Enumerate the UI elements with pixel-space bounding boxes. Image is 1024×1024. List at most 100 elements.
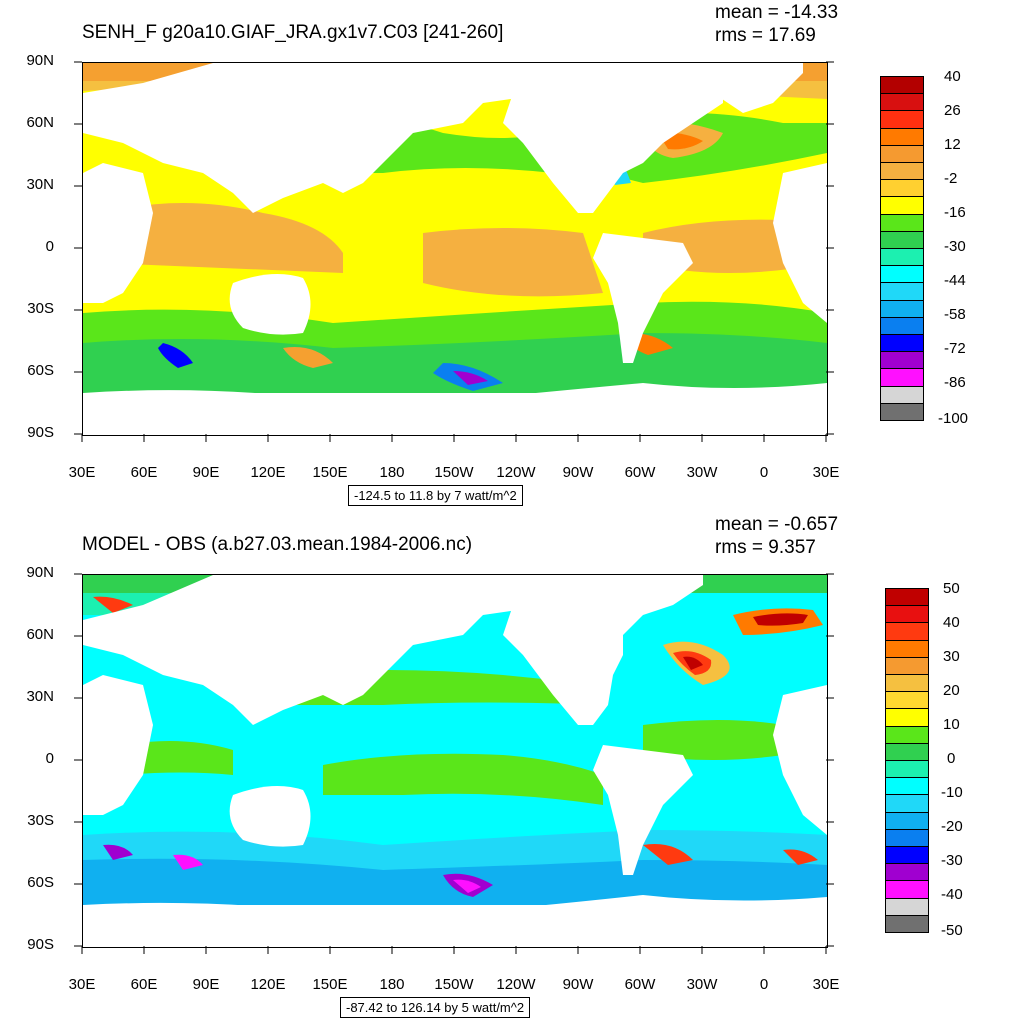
- lon-label: 90E: [192, 976, 220, 993]
- lon-label: 90W: [562, 464, 594, 481]
- lat-label-60s: 60S: [27, 362, 54, 379]
- lon-label: 180: [379, 976, 405, 993]
- mean-value: mean = -0.657: [715, 514, 839, 535]
- colorbar-label: 26: [944, 102, 961, 119]
- colorbar-swatch: [880, 213, 924, 232]
- lon-label: 120E: [250, 976, 286, 993]
- colorbar-swatch: [880, 334, 924, 353]
- colorbar-label: -72: [944, 340, 966, 357]
- colorbar-label: -86: [944, 374, 966, 391]
- colorbar-label: 30: [943, 648, 960, 665]
- colorbar-label: -100: [938, 410, 969, 427]
- colorbar-label: 0: [947, 750, 956, 767]
- colorbar-swatch: [880, 299, 924, 318]
- colorbar-swatch: [885, 691, 929, 710]
- lon-label: 180: [379, 464, 405, 481]
- colorbar-swatch: [885, 708, 929, 727]
- colorbar-swatch: [880, 402, 924, 421]
- colorbar-swatch: [880, 265, 924, 284]
- lon-label: 60E: [130, 464, 158, 481]
- colorbar-swatch: [880, 248, 924, 267]
- lon-label: 120W: [496, 976, 536, 993]
- colorbar-swatch: [885, 863, 929, 882]
- axis-ticks: [74, 61, 834, 442]
- lon-label: 90W: [562, 976, 594, 993]
- colorbar-swatch: [885, 622, 929, 641]
- colorbar-swatch: [880, 351, 924, 370]
- lon-label: 150W: [434, 976, 474, 993]
- colorbar-swatch: [885, 846, 929, 865]
- lon-label: 60E: [130, 976, 158, 993]
- panel-title: SENH_F g20a10.GIAF_JRA.gx1v7.C03 [241-26…: [82, 22, 504, 43]
- colorbar-swatch: [885, 674, 929, 693]
- lon-label: 150E: [312, 464, 348, 481]
- colorbar-swatch: [885, 639, 929, 658]
- colorbar-label: -2: [944, 170, 958, 187]
- lat-label-30n: 30N: [26, 176, 54, 193]
- colorbar-swatch: [880, 144, 924, 163]
- colorbar-swatch: [880, 196, 924, 215]
- rms-value: rms = 17.69: [715, 25, 816, 46]
- map-plot: [82, 62, 828, 436]
- colorbar-swatch: [880, 368, 924, 387]
- colorbar-swatch: [880, 162, 924, 181]
- lat-label-60s: 60S: [27, 874, 54, 891]
- colorbar-swatch: [880, 110, 924, 129]
- colorbar-swatch: [885, 880, 929, 899]
- lon-label: 0: [759, 464, 769, 481]
- colorbar-label: -40: [941, 886, 963, 903]
- top-panel: SENH_F g20a10.GIAF_JRA.gx1v7.C03 [241-26…: [26, 2, 1020, 506]
- colorbar-swatch: [880, 76, 924, 95]
- lat-label-90n: 90N: [26, 564, 54, 581]
- contour-range-label: -124.5 to 11.8 by 7 watt/m^2: [348, 485, 523, 506]
- colorbar-swatch: [885, 811, 929, 830]
- lat-label-90n: 90N: [26, 52, 54, 69]
- colorbar-label: 50: [943, 580, 960, 597]
- colorbar-swatch: [885, 914, 929, 933]
- colorbar-label: -16: [944, 204, 966, 221]
- lat-label-60n: 60N: [26, 114, 54, 131]
- colorbar-swatch: [880, 316, 924, 335]
- lon-label: 30E: [812, 464, 840, 481]
- colorbar: 50 40 30 20 10 0 -10 -20 -30 -40 -50: [885, 580, 1020, 939]
- lon-label: 60W: [624, 976, 656, 993]
- lon-label: 120W: [496, 464, 536, 481]
- colorbar-swatch: [885, 794, 929, 813]
- colorbar-label: -44: [944, 272, 966, 289]
- colorbar: 40 26 12 -2 -16 -30 -44 -58 -72 -86 -100: [880, 68, 1020, 427]
- colorbar-label: -10: [941, 784, 963, 801]
- colorbar-label: -20: [941, 818, 963, 835]
- colorbar-label: 40: [944, 68, 961, 85]
- colorbar-label: 40: [943, 614, 960, 631]
- lat-label-0: 0: [45, 750, 54, 767]
- map-plot: [82, 574, 828, 948]
- colorbar-swatch: [885, 828, 929, 847]
- colorbar-swatch: [885, 656, 929, 675]
- colorbar-swatch: [880, 230, 924, 249]
- colorbar-swatch: [885, 725, 929, 744]
- bottom-panel: MODEL - OBS (a.b27.03.mean.1984-2006.nc)…: [0, 512, 1024, 1024]
- lon-label: 90E: [192, 464, 220, 481]
- panel-title: MODEL - OBS (a.b27.03.mean.1984-2006.nc): [82, 534, 473, 555]
- contour-range-label: -87.42 to 126.14 by 5 watt/m^2: [340, 997, 531, 1018]
- colorbar-swatch: [885, 605, 929, 624]
- lat-label-30s: 30S: [27, 300, 54, 317]
- colorbar-swatch: [880, 127, 924, 146]
- ocean-field-map: [83, 63, 827, 435]
- lon-label: 30W: [686, 464, 718, 481]
- lon-label: 120E: [250, 464, 286, 481]
- colorbar-swatch: [885, 760, 929, 779]
- colorbar-swatch: [885, 777, 929, 796]
- colorbar-label: -30: [944, 238, 966, 255]
- lon-label: 60W: [624, 464, 656, 481]
- colorbar-label: 12: [944, 136, 961, 153]
- lat-label-90s: 90S: [27, 936, 54, 953]
- lon-label: 0: [759, 976, 769, 993]
- colorbar-swatch: [885, 742, 929, 761]
- lat-label-0: 0: [45, 238, 54, 255]
- colorbar-label: -50: [941, 922, 963, 939]
- colorbar-label: 20: [943, 682, 960, 699]
- lon-label: 150W: [434, 464, 474, 481]
- colorbar-swatch: [880, 282, 924, 301]
- lon-label: 30E: [68, 976, 96, 993]
